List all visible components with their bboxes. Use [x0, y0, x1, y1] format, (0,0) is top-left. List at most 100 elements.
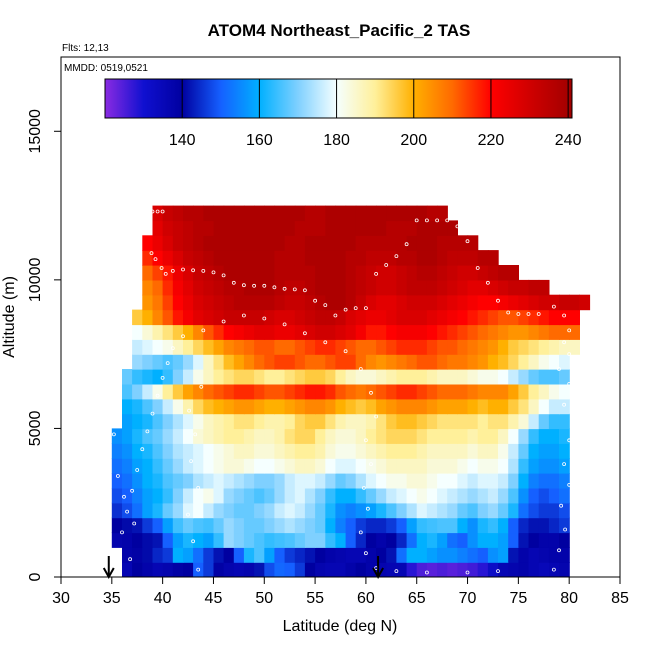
heatmap-cell	[498, 428, 509, 444]
heatmap-cell	[193, 398, 204, 415]
heatmap-cell	[416, 428, 428, 444]
heatmap-cell	[254, 473, 265, 489]
heatmap-cell	[447, 220, 458, 236]
heatmap-cell	[132, 443, 143, 459]
heatmap-cell	[559, 383, 570, 400]
heatmap-cell	[376, 265, 387, 281]
heatmap-cell	[183, 532, 194, 548]
heatmap-cell	[304, 205, 316, 222]
heatmap-cell	[335, 235, 347, 251]
heatmap-cell	[426, 324, 438, 340]
heatmap-cell	[325, 369, 337, 385]
heatmap-cell	[284, 383, 296, 400]
heatmap-cell	[274, 443, 286, 459]
flight-track-point	[115, 548, 119, 553]
heatmap-cell	[467, 428, 479, 444]
heatmap-cell	[254, 279, 265, 296]
heatmap-cell	[386, 413, 397, 430]
heatmap-cell	[355, 487, 367, 504]
heatmap-cell	[203, 369, 215, 385]
heatmap-cell	[172, 339, 184, 355]
heatmap-cell	[294, 354, 306, 370]
heatmap-cell	[376, 220, 387, 236]
heatmap-cell	[467, 562, 479, 577]
heatmap-cell	[284, 265, 296, 281]
heatmap-cell	[467, 547, 479, 563]
heatmap-cell	[233, 413, 245, 430]
heatmap-cell	[416, 502, 428, 519]
heatmap-cell	[426, 458, 438, 474]
heatmap-cell	[376, 443, 387, 459]
heatmap-cell	[254, 309, 265, 326]
heatmap-cell	[152, 443, 164, 459]
x-tick-label: 40	[154, 590, 172, 607]
y-tick-label: 5000	[27, 411, 44, 447]
heatmap-cell	[335, 413, 347, 430]
heatmap-cell	[498, 279, 509, 296]
heatmap-cell	[345, 458, 357, 474]
heatmap-cell	[487, 473, 499, 489]
heatmap-cell	[294, 458, 306, 474]
heatmap-cell	[142, 532, 154, 548]
flight-track-point	[302, 288, 307, 293]
heatmap-cell	[396, 309, 408, 326]
heatmap-cell	[426, 235, 438, 251]
heatmap-cell	[437, 369, 448, 385]
heatmap-cell	[467, 487, 479, 504]
heatmap-cell	[335, 369, 347, 385]
heatmap-cell	[538, 428, 550, 444]
heatmap-cell	[396, 235, 408, 251]
colorbar-tick-label: 200	[400, 132, 427, 149]
heatmap-cell	[467, 309, 479, 326]
heatmap-cell	[355, 324, 367, 340]
heatmap-cell	[264, 235, 276, 251]
flight-track-point	[221, 319, 226, 324]
heatmap-cell	[315, 547, 326, 563]
colorbar-tick-label: 220	[478, 132, 505, 149]
heatmap-cell	[386, 250, 397, 266]
flight-track-point	[241, 283, 246, 288]
flight-track-point	[465, 239, 470, 244]
heatmap-cell	[376, 398, 387, 415]
heatmap-cell	[406, 383, 418, 400]
heatmap-cell	[284, 502, 296, 519]
heatmap-cell	[122, 428, 133, 444]
heatmap-cell	[233, 458, 245, 474]
heatmap-cell	[254, 443, 265, 459]
heatmap-cell	[284, 473, 296, 489]
heatmap-cell	[396, 324, 408, 340]
y-tick-label: 0	[27, 572, 44, 581]
heatmap-cell	[111, 443, 123, 459]
heatmap-cell	[183, 562, 194, 577]
heatmap-cell	[365, 205, 377, 222]
heatmap-cell	[457, 428, 469, 444]
heatmap-cell	[487, 458, 499, 474]
flight-track-point	[155, 393, 160, 398]
heatmap-cell	[498, 443, 509, 459]
heatmap-cell	[325, 547, 337, 563]
flight-track-point	[424, 218, 429, 223]
heatmap-cell	[548, 428, 560, 444]
heatmap-cell	[386, 443, 397, 459]
heatmap-cell	[426, 383, 438, 400]
heatmap-cell	[355, 309, 367, 326]
heatmap-cell	[386, 294, 397, 311]
heatmap-cell	[518, 309, 530, 326]
x-axis-title: Latitude (deg N)	[283, 618, 398, 635]
heatmap-cell	[274, 294, 286, 311]
heatmap-cell	[477, 487, 489, 504]
heatmap-cell	[426, 562, 438, 577]
heatmap-cell	[264, 250, 276, 266]
heatmap-cell	[213, 265, 225, 281]
heatmap-cell	[528, 473, 540, 489]
heatmap-cell	[325, 220, 337, 236]
heatmap-cell	[376, 309, 387, 326]
heatmap-cell	[437, 547, 448, 563]
heatmap-cell	[396, 547, 408, 563]
x-tick-label: 30	[52, 590, 70, 607]
heatmap-cell	[477, 517, 489, 534]
heatmap-cell	[437, 487, 448, 504]
heatmap-cell	[254, 354, 265, 370]
heatmap-cell	[203, 324, 215, 340]
heatmap-cell	[538, 502, 550, 519]
